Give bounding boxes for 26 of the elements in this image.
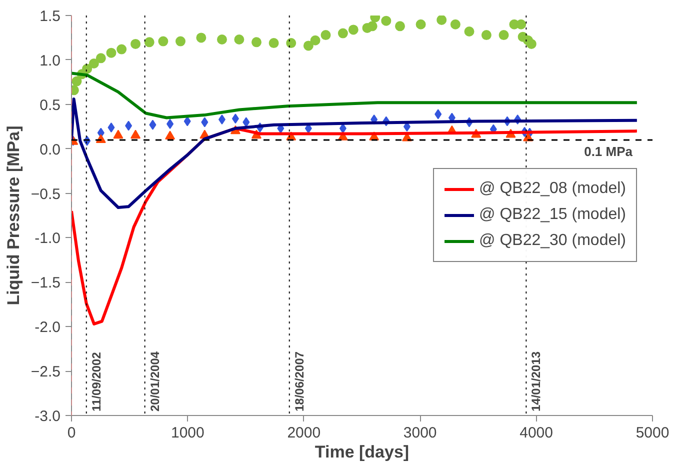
- y-tick-label: −2.5: [30, 364, 61, 381]
- y-axis-title: Liquid Pressure [MPa]: [4, 126, 23, 306]
- y-tick-label: −0.5: [30, 186, 61, 203]
- y-tick-label: 1.5: [40, 8, 61, 25]
- y-tick-label: -2.0: [34, 319, 61, 336]
- y-tick-label: -3.0: [34, 408, 61, 425]
- x-tick-label: 0: [67, 424, 76, 442]
- x-tick-label: 4000: [520, 424, 553, 442]
- y-tick-label: 1.0: [40, 52, 61, 70]
- annotation: 11/09/2002: [89, 352, 104, 412]
- annotation: 20/01/2004: [148, 351, 162, 412]
- x-tick-label: 1000: [171, 424, 204, 442]
- annotation: 14/01/2013: [529, 351, 544, 412]
- legend-label: @ QB22_30 (model): [479, 232, 626, 250]
- annotation: 18/06/2007: [292, 351, 306, 412]
- legend-label: @ QB22_08 (model): [479, 180, 626, 198]
- legend-label: @ QB22_15 (model): [479, 206, 626, 224]
- y-tick-label: 0.0: [40, 141, 61, 158]
- x-tick-label: 2000: [287, 424, 321, 442]
- x-axis-title: Time [days]: [314, 442, 410, 462]
- ref-line-label: 0.1 MPa: [584, 144, 634, 159]
- x-tick-label: 5000: [636, 424, 670, 442]
- y-tick-label: -1.0: [34, 230, 61, 248]
- y-tick-label: −1.5: [30, 274, 61, 292]
- y-tick-label: 0.5: [40, 96, 61, 114]
- x-tick-label: 3000: [403, 424, 437, 442]
